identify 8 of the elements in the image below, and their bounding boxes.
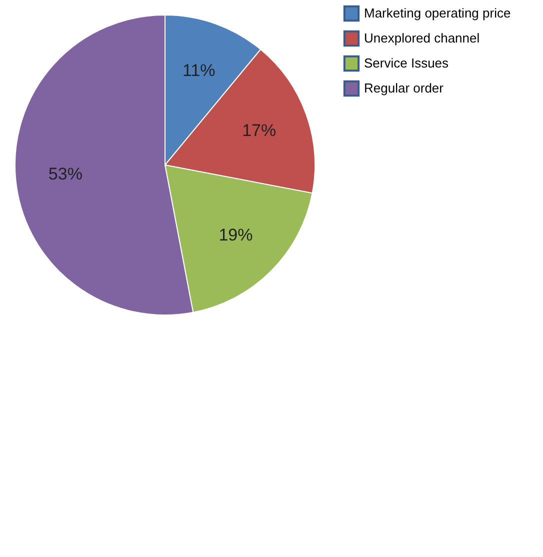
legend-label: Unexplored channel [364,30,480,46]
legend-label: Marketing operating price [364,6,511,20]
legend-label: Service Issues [364,56,450,70]
data-label: 17% [242,121,276,140]
data-label: 19% [218,226,253,245]
data-label: 11% [182,60,216,80]
legend-label: Regular order [364,80,444,96]
data-label: 53% [48,164,82,184]
